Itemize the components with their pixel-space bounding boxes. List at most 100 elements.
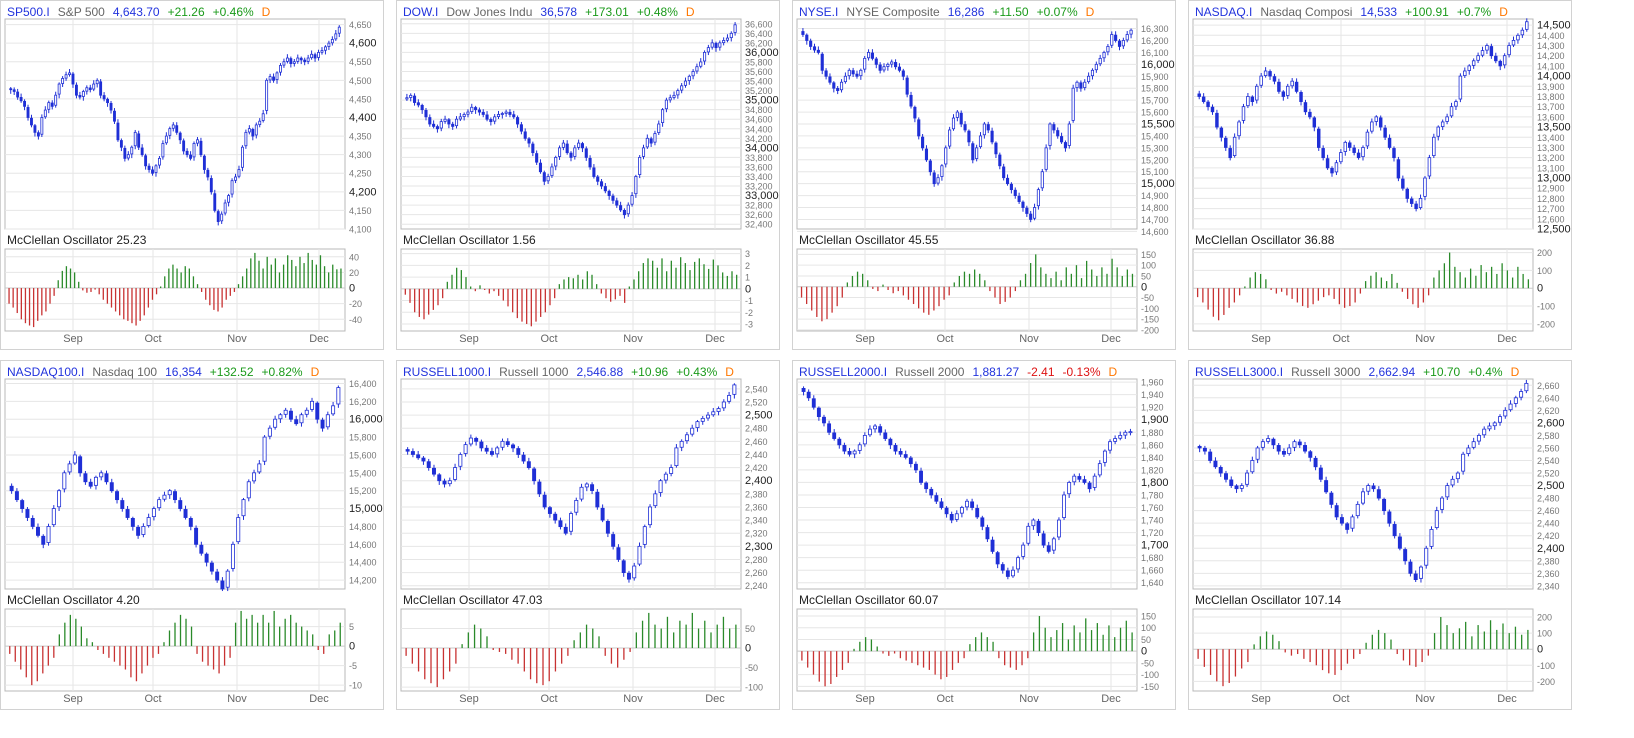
price-tick-label: 2,420 [1537, 531, 1560, 541]
candle [1072, 475, 1077, 483]
chart-panel[interactable]: NASDAQ.I Nasdaq Composi 14,533 +100.91 +0.7%… [1188, 0, 1572, 350]
candle [913, 463, 918, 471]
symbol-link[interactable]: RUSSELL3000.I [1195, 365, 1284, 379]
price-tick-label: 2,500 [745, 410, 773, 422]
price-tick-label: 1,720 [1141, 528, 1164, 538]
candle [246, 481, 251, 499]
candle [470, 106, 474, 112]
candle [209, 562, 214, 572]
candle [1232, 136, 1237, 157]
candle [1213, 460, 1218, 468]
month-label: Dec [309, 693, 329, 705]
candle [827, 423, 832, 433]
chart-panel[interactable]: RUSSELL1000.I Russell 1000 2,546.88 +10.96 +… [396, 360, 780, 710]
candle [638, 157, 642, 175]
period-label[interactable]: D [1108, 365, 1118, 379]
chart-panel[interactable]: DOW.I Dow Jones Indu 36,578 +173.01 +0.48% D 3… [396, 0, 780, 350]
symbol-link[interactable]: RUSSELL2000.I [799, 365, 888, 379]
candle [104, 473, 109, 483]
chart-panel[interactable]: RUSSELL3000.I Russell 3000 2,662.94 +10.70 +… [1188, 360, 1572, 710]
candle [1458, 75, 1463, 100]
index-name: Dow Jones Indu [446, 5, 533, 19]
last-price: 2,662.94 [1368, 365, 1416, 379]
percent-change: +0.46% [212, 5, 254, 19]
price-tick-label: 32,800 [745, 201, 773, 211]
candle [882, 66, 886, 71]
candle [230, 543, 235, 569]
candle [199, 140, 203, 156]
price-change: +11.50 [992, 5, 1029, 19]
price-tick-label: 2,280 [745, 555, 768, 565]
candle [569, 152, 573, 158]
price-tick-label: 14,500 [1537, 20, 1571, 32]
candle [642, 526, 647, 545]
candle [247, 128, 251, 133]
symbol-link[interactable]: SP500.I [7, 5, 50, 19]
candle [1118, 435, 1123, 439]
percent-change: +0.48% [636, 5, 678, 19]
candle [227, 195, 231, 203]
period-label[interactable]: D [685, 5, 695, 19]
candle [924, 482, 929, 490]
price-tick-label: 4,300 [349, 150, 372, 160]
candle [619, 205, 623, 211]
candle [690, 427, 695, 435]
candle [454, 118, 459, 127]
candle [949, 514, 954, 521]
candle [47, 102, 51, 110]
candle [1424, 547, 1429, 566]
candle [596, 176, 600, 182]
symbol-link[interactable]: DOW.I [403, 5, 439, 19]
chart-header: DOW.I Dow Jones Indu 36,578 +173.01 +0.48% D [403, 5, 703, 19]
period-label[interactable]: D [261, 5, 271, 19]
candle [890, 61, 894, 65]
oscillator-name: McClellan Oscillator [1195, 593, 1302, 607]
candle [523, 131, 527, 139]
price-tick-label: 14,400 [349, 558, 377, 568]
oscillator-tick-label: 5 [349, 622, 354, 632]
candle [1224, 473, 1228, 480]
candle [236, 517, 241, 543]
candle [432, 467, 436, 475]
candle [679, 440, 684, 448]
period-label[interactable]: D [1085, 5, 1095, 19]
chart-panel[interactable]: SP500.I S&P 500 4,643.70 +21.26 +0.46% D 4,100… [0, 0, 384, 350]
candle [580, 143, 584, 149]
price-tick-label: 34,600 [745, 115, 773, 125]
candle [809, 40, 813, 47]
period-label[interactable]: D [310, 365, 320, 379]
candle [1376, 489, 1381, 499]
candle [1303, 102, 1308, 113]
candle [561, 142, 565, 148]
price-tick-label: 13,700 [1537, 102, 1565, 112]
period-label[interactable]: D [1510, 365, 1520, 379]
candle [317, 52, 320, 58]
chart-panel[interactable]: NYSE.I NYSE Composite 16,286 +11.50 +0.07% D 1… [792, 0, 1176, 350]
chart-panel[interactable]: RUSSELL2000.I Russell 2000 1,881.27 -2.41 -0… [792, 360, 1176, 710]
candle [424, 109, 428, 118]
candle [1026, 525, 1031, 544]
price-tick-label: 15,600 [1141, 108, 1169, 118]
chart-panel[interactable]: NASDAQ100.I Nasdaq 100 16,354 +132.52 +0.82%… [0, 360, 384, 710]
candle [1356, 152, 1361, 159]
candle [1350, 516, 1355, 529]
candle [468, 437, 473, 445]
candle [1051, 538, 1056, 551]
candle [901, 70, 905, 77]
price-plot-frame [4, 18, 346, 230]
symbol-link[interactable]: RUSSELL1000.I [403, 365, 492, 379]
candle [729, 32, 733, 39]
symbol-link[interactable]: NASDAQ.I [1195, 5, 1253, 19]
price-tick-label: 12,900 [1537, 184, 1565, 194]
candle [1387, 137, 1392, 148]
period-label[interactable]: D [1499, 5, 1508, 19]
last-price: 1,881.27 [972, 365, 1020, 379]
candle [951, 117, 956, 130]
symbol-link[interactable]: NYSE.I [799, 5, 839, 19]
price-tick-label: 13,400 [1537, 133, 1565, 143]
candle [1445, 485, 1450, 498]
period-label[interactable]: D [725, 365, 734, 379]
symbol-link[interactable]: NASDAQ100.I [7, 365, 85, 379]
price-tick-label: 1,660 [1141, 566, 1164, 576]
candle [842, 445, 847, 452]
